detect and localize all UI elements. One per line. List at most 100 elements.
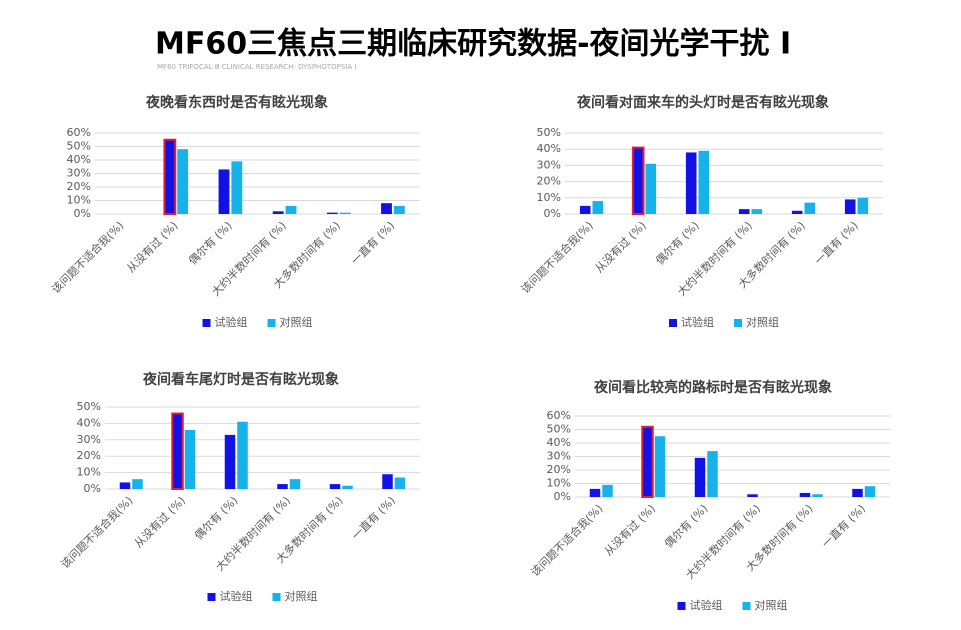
x-tick-label: 该问题不适合我(%) — [518, 218, 596, 296]
bar — [177, 149, 189, 214]
legend-swatch — [272, 593, 281, 601]
x-tick-label: 偶尔有 (%) — [661, 501, 710, 550]
bar — [631, 146, 645, 215]
bar — [654, 436, 666, 497]
legend-swatch — [742, 602, 751, 610]
y-tick-label: 50% — [547, 423, 571, 436]
legend-swatch — [734, 319, 742, 327]
y-tick-label: 60% — [547, 409, 571, 422]
x-tick-label: 偶尔有 (%) — [191, 493, 240, 542]
x-tick-label: 偶尔有 (%) — [185, 218, 234, 267]
x-tick-label: 一直有 (%) — [812, 218, 861, 267]
bar — [237, 421, 248, 489]
bar — [342, 485, 353, 489]
bar — [812, 494, 823, 497]
bar — [285, 205, 297, 214]
bar — [707, 451, 718, 497]
bar — [685, 152, 697, 214]
x-tick-label: 偶尔有 (%) — [653, 218, 702, 267]
bar — [645, 163, 657, 214]
x-tick-label: 从没有过 (%) — [601, 501, 658, 558]
legend-swatch — [669, 319, 677, 327]
legend-label: 试验组 — [215, 315, 248, 329]
y-tick-label: 0% — [554, 490, 571, 503]
legend-label: 对照组 — [746, 315, 779, 329]
x-tick-label: 该问题不适合我(%) — [528, 501, 606, 579]
x-tick-label: 从没有过 (%) — [131, 493, 188, 550]
bar — [326, 212, 338, 214]
bar — [857, 197, 869, 214]
bar — [231, 161, 243, 214]
y-tick-label: 50% — [67, 140, 91, 153]
bar — [289, 479, 301, 489]
y-tick-label: 0% — [74, 207, 91, 220]
legend-label: 试验组 — [690, 598, 723, 612]
bar — [694, 457, 706, 497]
bar — [163, 138, 177, 215]
bar — [602, 484, 613, 497]
y-tick-label: 30% — [77, 433, 101, 446]
bar — [864, 486, 876, 497]
x-tick-label: 从没有过 (%) — [592, 218, 649, 275]
legend-swatch — [202, 319, 211, 327]
y-tick-label: 10% — [77, 466, 101, 479]
legend-swatch — [207, 593, 216, 601]
y-tick-label: 0% — [84, 482, 101, 495]
legend-label: 对照组 — [755, 598, 788, 612]
bar — [394, 477, 406, 489]
page-subtitle: MF60 TRIFOCAL Ⅲ CLINICAL RESEARCH- DYSPH… — [157, 63, 356, 71]
bar — [272, 211, 284, 214]
bar — [791, 210, 803, 214]
bar — [381, 203, 392, 214]
bar — [218, 169, 230, 214]
bar — [277, 484, 288, 489]
y-tick-label: 20% — [547, 463, 571, 476]
y-tick-label: 10% — [547, 477, 571, 490]
bar — [171, 412, 184, 490]
bar — [184, 429, 196, 489]
y-tick-label: 50% — [77, 400, 101, 413]
y-tick-label: 20% — [67, 180, 91, 193]
bar — [119, 482, 131, 489]
legend-label: 对照组 — [280, 315, 313, 329]
x-tick-label: 一直有 (%) — [349, 493, 398, 542]
legend-swatch — [677, 602, 686, 610]
bar — [339, 212, 351, 214]
bar — [589, 488, 601, 497]
bar — [641, 425, 654, 498]
y-tick-label: 10% — [67, 194, 91, 207]
legend-label: 试验组 — [681, 315, 714, 329]
bar — [844, 199, 856, 214]
page-title: MF60三焦点三期临床研究数据-夜间光学干扰 Ⅰ — [155, 27, 791, 62]
bar — [329, 484, 341, 489]
y-tick-label: 30% — [537, 158, 561, 171]
bar — [852, 488, 863, 497]
y-tick-label: 40% — [77, 416, 101, 429]
bar — [224, 434, 236, 489]
y-tick-label: 30% — [67, 167, 91, 180]
y-tick-label: 20% — [537, 175, 561, 188]
y-tick-label: 40% — [67, 153, 91, 166]
x-tick-label: 该问题不适合我(%) — [58, 493, 136, 571]
x-tick-label: 一直有 (%) — [819, 501, 868, 550]
bar — [804, 202, 816, 214]
y-tick-label: 10% — [537, 191, 561, 204]
x-tick-label: 从没有过 (%) — [124, 218, 181, 275]
bar — [579, 205, 591, 214]
x-tick-label: 一直有 (%) — [348, 218, 397, 267]
y-tick-label: 30% — [547, 450, 571, 463]
bar — [382, 474, 393, 489]
bar — [393, 205, 405, 214]
y-tick-label: 40% — [537, 142, 561, 155]
chart-title: 夜间看对面来车的头灯时是否有眩光现象 — [576, 94, 829, 111]
chart-title: 夜间看比较亮的路标时是否有眩光现象 — [593, 379, 832, 396]
bar — [132, 479, 143, 489]
y-tick-label: 0% — [544, 207, 561, 220]
y-tick-label: 40% — [547, 436, 571, 449]
x-tick-label: 该问题不适合我(%) — [49, 218, 127, 296]
legend-label: 试验组 — [220, 589, 253, 603]
bar — [738, 209, 750, 214]
y-tick-label: 20% — [77, 449, 101, 462]
y-tick-label: 50% — [537, 126, 561, 139]
